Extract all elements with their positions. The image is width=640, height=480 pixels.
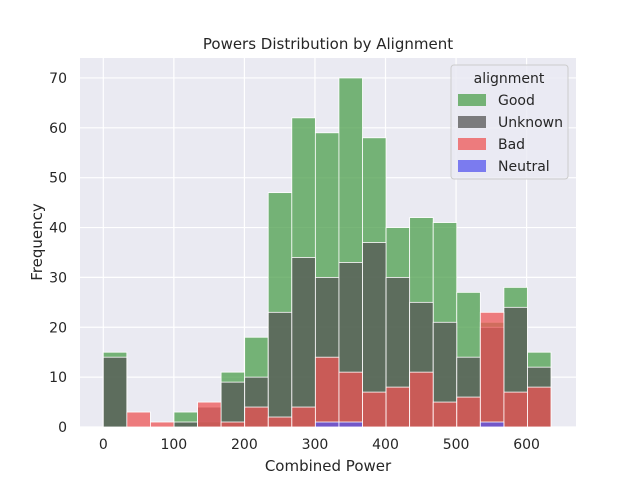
x-tick-label: 0 — [99, 437, 108, 453]
histogram-bar — [291, 406, 316, 428]
histogram-bar — [244, 406, 269, 428]
histogram-bar — [338, 371, 363, 428]
y-tick-labels: 0 10 20 30 40 50 60 70 — [49, 71, 67, 436]
legend-title: alignment — [474, 71, 545, 87]
histogram-bar — [197, 401, 222, 428]
y-tick-label: 60 — [49, 121, 67, 137]
legend-box — [450, 64, 569, 180]
histogram-bar — [126, 411, 151, 428]
histogram-bar — [267, 311, 293, 428]
y-tick-label: 50 — [49, 171, 67, 187]
histogram-bar — [173, 421, 198, 428]
series-neutral — [314, 421, 505, 428]
x-tick-labels: 0 100 200 300 400 500 600 — [99, 437, 540, 453]
histogram-bar — [220, 421, 246, 428]
x-tick-label: 300 — [302, 437, 329, 453]
histogram-bar — [267, 416, 293, 428]
histogram-bar — [338, 421, 363, 428]
y-tick-label: 20 — [49, 320, 67, 336]
histogram-bar — [432, 401, 458, 428]
histogram-bar — [150, 421, 175, 428]
legend-swatch — [458, 138, 486, 150]
y-tick-label: 0 — [58, 420, 67, 436]
histogram-bar — [479, 311, 505, 428]
x-tick-label: 500 — [443, 437, 470, 453]
y-tick-label: 70 — [49, 71, 67, 87]
histogram-bar — [314, 356, 340, 428]
legend-swatch — [458, 116, 486, 128]
histogram-bar — [291, 257, 316, 428]
legend-label: Unknown — [498, 115, 563, 131]
bars — [102, 77, 552, 428]
x-tick-label: 600 — [513, 437, 540, 453]
chart-title: Powers Distribution by Alignment — [203, 35, 453, 53]
histogram-bar — [362, 391, 387, 428]
histogram-bar — [102, 356, 128, 428]
histogram-bar — [503, 391, 528, 428]
y-tick-label: 30 — [49, 270, 67, 286]
y-tick-label: 10 — [49, 370, 67, 386]
histogram-bar — [220, 381, 246, 428]
x-tick-label: 400 — [372, 437, 399, 453]
histogram-bar — [479, 421, 505, 428]
x-tick-label: 100 — [160, 437, 187, 453]
histogram-bar — [409, 371, 434, 428]
x-tick-label: 200 — [231, 437, 258, 453]
legend-label: Neutral — [498, 159, 550, 175]
histogram-bar — [385, 386, 411, 428]
y-tick-label: 40 — [49, 221, 67, 237]
legend-swatch — [458, 94, 486, 106]
legend: alignment Good Unknown Bad Neutral — [450, 64, 569, 180]
histogram-bar — [456, 396, 481, 428]
x-axis-label: Combined Power — [265, 457, 392, 475]
histogram-bar — [314, 421, 340, 428]
legend-label: Good — [498, 93, 535, 109]
series-bad — [126, 311, 552, 428]
histogram-bar — [527, 386, 552, 428]
y-axis-label: Frequency — [28, 203, 46, 281]
legend-label: Bad — [498, 137, 525, 153]
legend-swatch — [458, 160, 486, 172]
